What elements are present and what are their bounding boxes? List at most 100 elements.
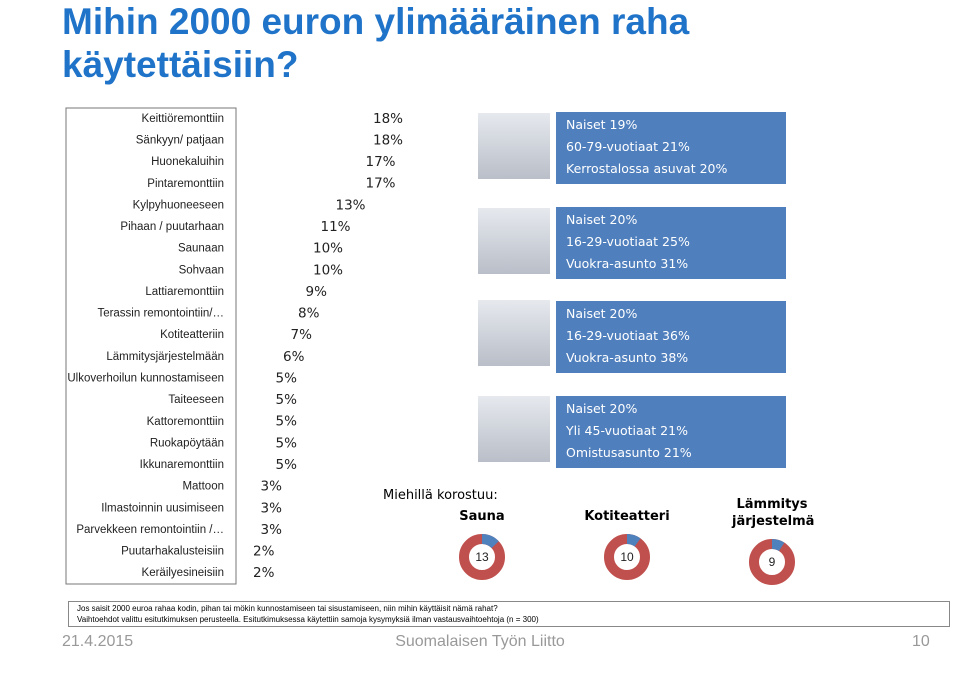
item-label: Lämmitys järjestelmä <box>732 497 815 529</box>
category-label: Keittiöremonttiin <box>142 113 224 125</box>
value-label: 10% <box>313 241 343 257</box>
value-label: 13% <box>336 197 366 213</box>
category-label: Puutarhakalusteisiin <box>121 546 224 558</box>
bar <box>236 544 251 559</box>
value-label: 3% <box>261 479 283 495</box>
category-label: Ikkunaremonttiin <box>140 459 224 471</box>
category-label: Huonekaluihin <box>151 156 224 168</box>
callout-line: Naiset 19% <box>566 117 638 132</box>
bar <box>236 219 319 234</box>
item-label: Kotiteatteri <box>584 509 670 524</box>
bar <box>236 414 274 429</box>
donut: 10 <box>604 534 650 580</box>
bar <box>236 457 274 472</box>
donut-slice <box>627 534 641 547</box>
bar <box>236 328 289 343</box>
bar <box>236 566 251 581</box>
callout-line: 16-29-vuotiaat 25% <box>566 234 690 249</box>
value-label: 2% <box>253 544 275 560</box>
value-label: 7% <box>291 327 313 343</box>
callout-line: 60-79-vuotiaat 21% <box>566 139 690 154</box>
category-label: Saunaan <box>178 243 224 255</box>
category-label: Pintaremonttiin <box>147 178 224 190</box>
donut: 13 <box>459 534 505 580</box>
callout-line: Naiset 20% <box>566 401 638 416</box>
page-number: 10 <box>912 633 930 650</box>
bar <box>236 198 334 213</box>
footnote: Jos saisit 2000 euroa rahaa kodin, pihan… <box>68 601 950 627</box>
value-label: 3% <box>261 500 283 516</box>
callout-line: Yli 45-vuotiaat 21% <box>566 423 688 438</box>
category-label: Ruokapöytään <box>150 437 224 449</box>
callout-line: Naiset 20% <box>566 212 638 227</box>
category-label: Ulkoverhoilun kunnostamiseen <box>67 372 224 384</box>
value-label: 9% <box>306 284 328 300</box>
photo <box>478 208 550 274</box>
value-label: 10% <box>313 262 343 278</box>
callout-line: Vuokra-asunto 31% <box>566 256 689 271</box>
category-label: Ilmastoinnin uusimiseen <box>101 502 224 514</box>
item-label: Sauna <box>459 509 505 524</box>
bar <box>236 393 274 408</box>
photo <box>478 300 550 366</box>
callout: Naiset 20% 16-29-vuotiaat 25% Vuokra-asunt… <box>556 207 786 279</box>
category-label: Lattiaremonttiin <box>145 286 224 298</box>
category-label: Keräilyesineisiin <box>142 567 224 579</box>
value-label: 11% <box>321 219 351 235</box>
bar <box>236 155 364 170</box>
category-label: Parvekkeen remontointiin /… <box>76 524 224 536</box>
bar <box>236 263 311 278</box>
bar <box>236 241 311 256</box>
value-label: 18% <box>373 132 403 148</box>
bar <box>236 349 281 364</box>
bar <box>236 306 296 321</box>
category-label: Kattoremonttiin <box>147 416 224 428</box>
donut-slice <box>772 539 785 552</box>
bar <box>236 501 259 516</box>
category-label: Kotiteatteriin <box>160 329 224 341</box>
bar <box>236 284 304 299</box>
donut: 9 <box>749 539 795 585</box>
photo <box>478 396 550 462</box>
category-label: Terassin remontointiin/… <box>97 308 224 320</box>
callout-line: Kerrostalossa asuvat 20% <box>566 161 728 176</box>
footnote-line: Jos saisit 2000 euroa rahaa kodin, pihan… <box>77 604 498 613</box>
category-label: Sänkyyn/ patjaan <box>136 134 224 146</box>
value-label: 2% <box>253 565 275 581</box>
bar <box>236 479 259 494</box>
category-label: Mattoon <box>182 481 224 493</box>
category-label: Lämmitysjärjestelmään <box>106 351 224 363</box>
photo <box>478 113 550 179</box>
callout-line: Omistusasunto 21% <box>566 445 692 460</box>
callout-line: Vuokra-asunto 38% <box>566 350 689 365</box>
donut-value: 13 <box>475 550 489 564</box>
callout: Naiset 19% 60-79-vuotiaat 21% Kerrostaloss… <box>556 112 786 184</box>
donut-slice <box>482 534 499 549</box>
bar <box>236 111 371 126</box>
donut-value: 9 <box>769 555 776 569</box>
bar <box>236 522 259 537</box>
callout: Naiset 20% 16-29-vuotiaat 36% Vuokra-asunt… <box>556 301 786 373</box>
date: 21.4.2015 <box>62 633 134 650</box>
title-line: Mihin 2000 euron ylimääräinen raha <box>62 1 690 42</box>
bar <box>236 176 364 191</box>
category-label: Sohvaan <box>179 264 224 276</box>
value-label: 17% <box>366 154 396 170</box>
bar <box>236 371 274 386</box>
footnote-line: Vaihtoehdot valittu esitutkimuksen perus… <box>77 615 539 624</box>
title-line: käytettäisiin? <box>62 44 299 85</box>
value-label: 17% <box>366 176 396 192</box>
bar <box>236 436 274 451</box>
value-label: 5% <box>276 392 298 408</box>
callout-line: Naiset 20% <box>566 306 638 321</box>
category-label: Pihaan / puutarhaan <box>120 221 224 233</box>
men-heading: Miehillä korostuu: <box>383 488 498 503</box>
value-label: 18% <box>373 111 403 127</box>
value-label: 5% <box>276 414 298 430</box>
chart: Keittiöremonttiin 18% Sänkyyn/ patjaan 18% H… <box>65 107 403 585</box>
slide-title: Mihin 2000 euron ylimääräinen raha käyte… <box>62 0 689 86</box>
value-label: 6% <box>283 349 305 365</box>
bar <box>236 133 371 148</box>
organization: Suomalaisen Työn Liitto <box>395 633 565 650</box>
